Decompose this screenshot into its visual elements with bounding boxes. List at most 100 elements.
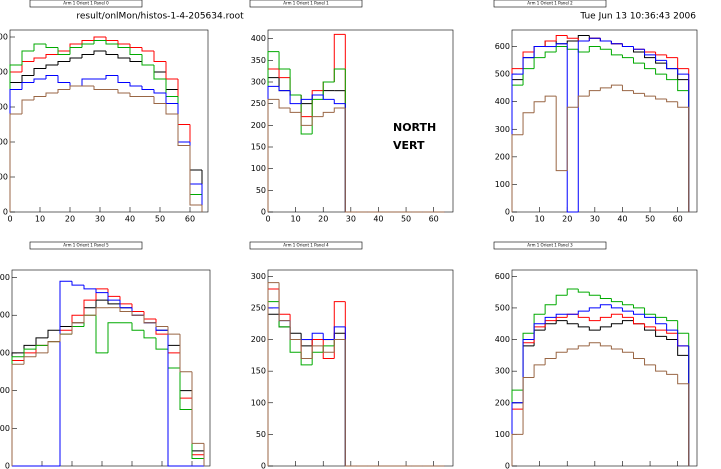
histogram-bin [632, 352, 645, 360]
frame [511, 269, 698, 467]
y-tick-label: 0 [505, 208, 510, 217]
histogram-bin [69, 57, 82, 62]
y-tick-label: 400 [495, 97, 510, 106]
histogram-bin [267, 301, 280, 466]
histogram-bin [566, 40, 579, 44]
histogram-bin [588, 37, 601, 42]
histogram-bin [167, 334, 180, 354]
histogram-bin [577, 288, 590, 293]
histogram-bin [322, 81, 335, 100]
histogram-bin [655, 326, 667, 331]
histogram-bin [33, 57, 46, 62]
histogram-bin [95, 288, 108, 294]
y-tick-label: 500 [495, 303, 510, 312]
histogram-bin [153, 89, 166, 94]
x-tick-label: 50 [645, 215, 655, 224]
frame [267, 269, 454, 467]
histogram-bin [191, 398, 204, 456]
histogram-bin [57, 89, 70, 93]
histogram-bin [632, 90, 645, 94]
histogram-bin [278, 86, 291, 92]
x-tick-label: 60 [429, 215, 439, 224]
histogram-bin [533, 46, 546, 53]
histogram-bin [189, 142, 202, 185]
histogram-bin [153, 65, 166, 73]
histogram-bin [300, 95, 313, 118]
histogram-bin [555, 313, 568, 318]
histogram-bin [588, 90, 601, 97]
histogram-bin [632, 304, 645, 309]
histogram-bin [511, 79, 524, 212]
histogram-bin [533, 323, 546, 340]
histogram-bin [632, 311, 645, 315]
histogram-bin [566, 320, 579, 325]
panel-title: Arm 1 Orient 1 Panel 1 [283, 1, 329, 6]
histogram-bin [599, 46, 612, 50]
subtitle: result/onlMon/histos-1-4-205634.root [76, 12, 244, 22]
histogram-bin [289, 326, 302, 334]
histogram-bin [177, 103, 190, 143]
histogram-bin [105, 40, 118, 45]
histogram-bin [666, 323, 678, 331]
annotation: NORTH [393, 121, 436, 134]
histogram-bin [21, 50, 34, 65]
histogram-bin [143, 311, 156, 320]
histogram-bin [179, 334, 192, 373]
histogram-bin [655, 52, 667, 56]
histogram-bin [300, 339, 313, 360]
histogram-bin [153, 65, 166, 80]
y-tick-label: 200 [0, 138, 8, 147]
panel-title: Arm 1 Orient 1 Panel 2 [527, 1, 573, 6]
histogram-bin [69, 47, 82, 55]
histogram-bin [57, 47, 70, 55]
histogram-bin [69, 82, 82, 87]
y-tick-label: 100 [0, 173, 8, 182]
histogram-bin [644, 49, 656, 56]
histogram-bin [11, 359, 24, 466]
histogram-bin [267, 313, 280, 466]
y-tick-label: 600 [495, 42, 510, 51]
histogram-bin [511, 433, 524, 466]
y-tick-label: 100 [495, 430, 510, 439]
histogram-bin [117, 75, 130, 83]
histogram-bin [33, 43, 46, 51]
histogram-bin [555, 43, 568, 47]
y-tick-label: 0 [3, 208, 8, 217]
histogram-bin [300, 339, 313, 360]
histogram-bin [155, 337, 168, 350]
y-tick-label: 0 [5, 462, 10, 469]
histogram-bin [610, 84, 623, 88]
histogram-bin [278, 282, 291, 322]
histogram-bin [677, 79, 689, 92]
histogram-bin [644, 63, 656, 70]
histogram-bin [289, 77, 302, 96]
title-box [493, 0, 607, 8]
histogram-bin [23, 356, 36, 365]
histogram-bin [677, 330, 689, 347]
histogram-bin [59, 326, 72, 331]
histogram-bin [267, 51, 280, 212]
title-box [249, 241, 363, 250]
histogram-bin [322, 111, 335, 117]
histogram-bin [644, 93, 656, 97]
histogram-bin [117, 89, 130, 94]
histogram-bin [9, 89, 22, 212]
title-box [29, 241, 143, 250]
histogram-bin [131, 311, 144, 316]
y-tick-label: 300 [495, 125, 510, 134]
histogram-bin [129, 44, 142, 48]
histogram-bin [47, 341, 60, 353]
panel-title: Arm 1 Orient 1 Panel 3 [527, 243, 573, 248]
histogram-bin [577, 323, 590, 328]
histogram-bin [289, 90, 302, 96]
histogram-bin [311, 332, 324, 340]
histogram-bin [522, 339, 535, 403]
histogram-bin [177, 96, 190, 143]
histogram-bin [511, 408, 524, 466]
histogram-bin [311, 116, 324, 126]
histogram-bin [655, 96, 667, 100]
histogram-bin [544, 40, 557, 47]
histogram-bin [621, 307, 634, 312]
histogram-bin [544, 40, 557, 47]
histogram-bin [57, 61, 70, 65]
